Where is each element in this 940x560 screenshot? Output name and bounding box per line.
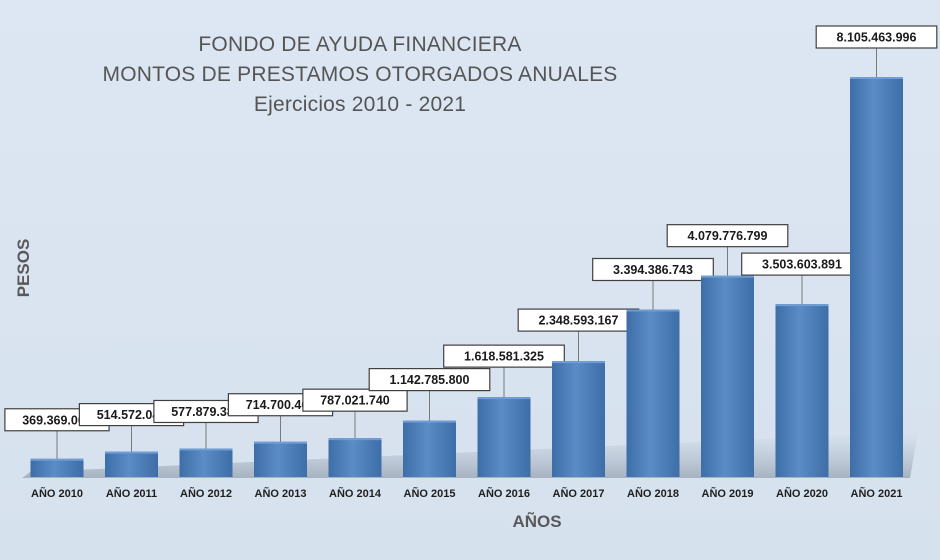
x-tick-label-7: AÑO 2017 <box>553 487 605 500</box>
data-label-8: 3.394.386.743 <box>613 263 693 277</box>
x-tick-label-0: AÑO 2010 <box>31 487 83 500</box>
data-label-box-6 <box>443 344 565 368</box>
bar-top-10 <box>775 304 829 307</box>
data-label-10: 3.503.603.891 <box>762 258 842 272</box>
bar-top-7 <box>552 361 605 364</box>
bar-2 <box>179 448 233 477</box>
data-label-box-5 <box>368 368 491 392</box>
bar-7 <box>552 361 605 477</box>
data-label-1: 514.572.043 <box>97 408 167 422</box>
data-label-4: 787.021.740 <box>320 394 390 408</box>
x-tick-label-3: AÑO 2013 <box>255 487 307 500</box>
data-label-7: 2.348.593.167 <box>539 314 619 328</box>
y-axis-title: PESOS <box>14 239 33 298</box>
chart-title-line-1: FONDO DE AYUDA FINANCIERA <box>198 33 522 56</box>
x-tick-label-9: AÑO 2019 <box>702 487 754 500</box>
x-tick-label-5: AÑO 2015 <box>404 487 456 500</box>
floor-shadow <box>22 432 918 478</box>
bar-11 <box>850 77 903 477</box>
bar-3 <box>254 441 307 477</box>
data-label-box-11 <box>815 25 938 49</box>
x-tick-label-10: AÑO 2020 <box>776 487 828 500</box>
x-tick-label-2: AÑO 2012 <box>180 487 232 500</box>
bar-5 <box>403 420 456 477</box>
bar-10 <box>775 304 829 477</box>
x-tick-label-1: AÑO 2011 <box>106 487 157 500</box>
bar-top-11 <box>850 77 903 79</box>
bar-9 <box>701 275 754 477</box>
bar-top-6 <box>477 397 531 400</box>
bar-top-2 <box>179 448 233 451</box>
bar-6 <box>477 397 531 477</box>
data-label-box-4 <box>302 388 408 412</box>
data-label-6: 1.618.581.325 <box>464 350 544 364</box>
bar-0 <box>30 458 84 477</box>
bar-top-0 <box>30 458 84 461</box>
bar-top-8 <box>626 309 680 312</box>
bar-4 <box>328 438 382 477</box>
bar-1 <box>105 451 158 477</box>
data-label-9: 4.079.776.799 <box>688 229 768 243</box>
x-tick-label-6: AÑO 2016 <box>478 487 530 500</box>
x-tick-label-8: AÑO 2018 <box>627 487 679 500</box>
x-tick-label-4: AÑO 2014 <box>329 487 382 500</box>
data-label-box-8 <box>592 257 714 282</box>
bar-top-1 <box>105 451 158 454</box>
data-label-0: 369.369.000 <box>22 413 92 427</box>
data-label-11: 8.105.463.996 <box>837 31 917 45</box>
data-label-2: 577.879.381 <box>171 405 241 419</box>
data-label-5: 1.142.785.800 <box>390 373 470 387</box>
chart-title-line-3: Ejercicios 2010 - 2021 <box>253 93 467 116</box>
bar-top-5 <box>403 420 456 423</box>
x-tick-label-11: AÑO 2021 <box>851 487 903 500</box>
bar-top-4 <box>328 438 382 441</box>
data-label-box-9 <box>666 224 789 248</box>
bar-top-9 <box>701 275 754 278</box>
data-label-3: 714.700.460 <box>246 398 316 412</box>
x-axis-title: AÑOS <box>512 511 561 531</box>
bar-top-3 <box>254 441 307 444</box>
chart-title-line-2: MONTOS DE PRESTAMOS OTORGADOS ANUALES <box>102 63 618 86</box>
bar-8 <box>626 309 680 477</box>
